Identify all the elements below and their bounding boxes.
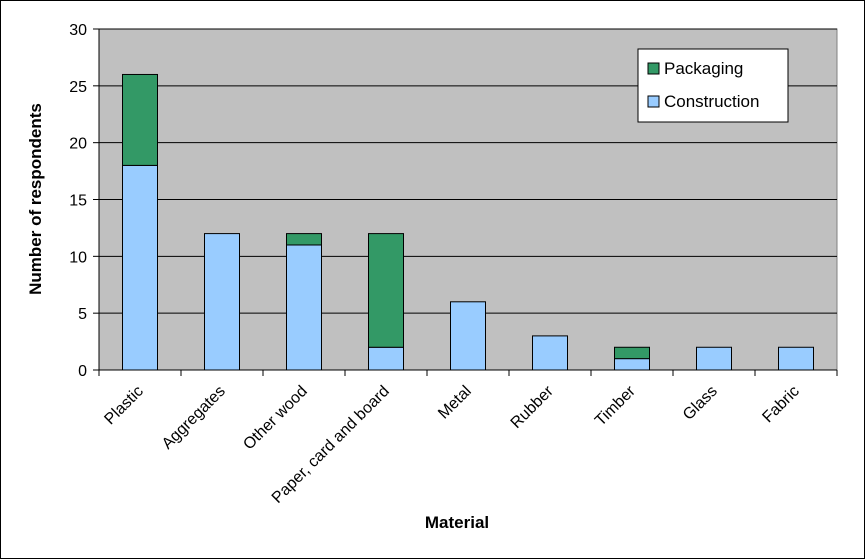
bar-construction [614, 358, 650, 371]
bar-packaging [122, 73, 158, 166]
bar-packaging [614, 346, 650, 360]
legend: Packaging Construction [637, 48, 789, 123]
legend-box [637, 48, 789, 123]
legend-label: Construction [664, 92, 759, 111]
bar-construction [286, 244, 322, 371]
x-tick-label: Other wood [240, 383, 311, 454]
x-tick-label: Glass [680, 383, 721, 424]
bar-packaging [368, 233, 404, 348]
bar-construction [696, 346, 732, 371]
bar-construction [450, 301, 486, 371]
x-tick-label: Fabric [759, 383, 802, 426]
y-tick-label: 20 [69, 136, 87, 153]
y-tick-label: 5 [78, 306, 87, 323]
y-tick-labels: 0 5 10 15 20 25 30 [69, 22, 87, 380]
legend-swatch [647, 62, 660, 75]
bar-construction [368, 346, 404, 371]
y-tick-label: 15 [69, 193, 87, 210]
legend-label: Packaging [664, 59, 743, 78]
bar-construction [204, 233, 240, 371]
x-axis-title: Material [425, 513, 489, 532]
y-tick-label: 0 [78, 363, 87, 380]
bar-construction [532, 335, 568, 371]
x-tick-label: Rubber [508, 382, 558, 432]
bar-construction [778, 346, 814, 371]
x-tick-label: Timber [592, 382, 639, 429]
y-tick-label: 30 [69, 22, 87, 39]
bar-construction [122, 164, 158, 371]
y-tick-label: 25 [69, 79, 87, 96]
legend-swatch [647, 95, 660, 108]
bar-packaging [286, 233, 322, 246]
y-axis-title: Number of respondents [26, 103, 45, 295]
axes [93, 28, 838, 376]
y-tick-label: 10 [69, 249, 87, 266]
bars [122, 73, 814, 371]
x-tick-label: Metal [435, 383, 475, 423]
x-tick-label: Aggregates [159, 383, 229, 453]
x-tick-label: Plastic [101, 383, 146, 428]
